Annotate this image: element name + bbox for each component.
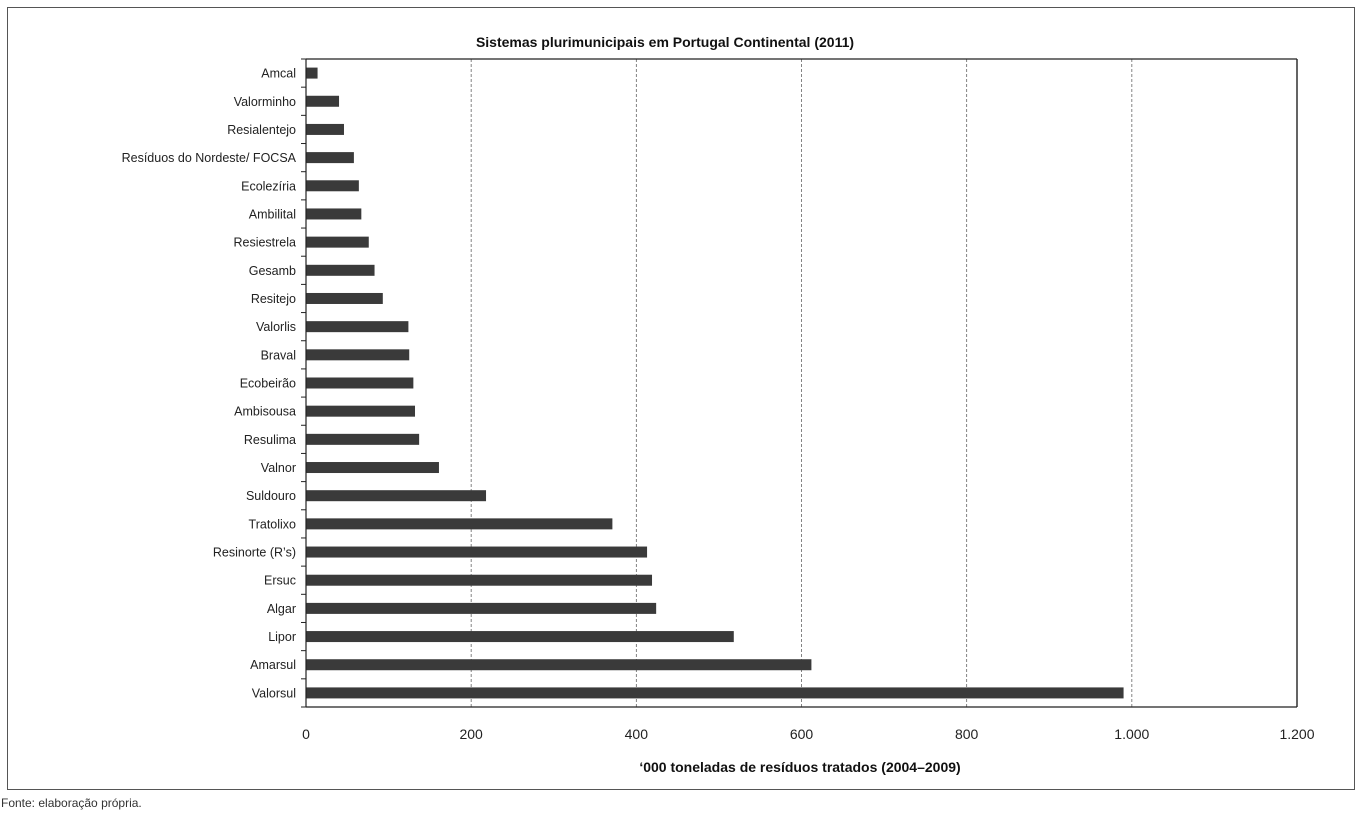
category-label: Algar — [267, 602, 296, 616]
bar-16 — [306, 518, 613, 530]
bar-4 — [306, 180, 359, 192]
category-label: Amcal — [261, 67, 296, 81]
x-tick-label: 1.000 — [1114, 726, 1149, 742]
category-label: Resiestrela — [233, 236, 296, 250]
bar-1 — [306, 95, 340, 107]
bar-9 — [306, 321, 409, 333]
gridlines — [306, 58, 1298, 707]
bar-21 — [306, 659, 812, 671]
category-label: Resíduos do Nordeste/ FOCSA — [122, 151, 297, 165]
category-label: Braval — [261, 348, 296, 362]
bar-2 — [306, 123, 344, 135]
chart-title: Sistemas plurimunicipais em Portugal Con… — [476, 34, 854, 50]
bar-14 — [306, 462, 439, 474]
bar-6 — [306, 236, 369, 248]
category-label: Ambisousa — [234, 405, 296, 419]
category-label: Ersuc — [264, 574, 296, 588]
bar-chart: Sistemas plurimunicipais em Portugal Con… — [122, 34, 1315, 775]
x-tick-label: 0 — [302, 726, 310, 742]
category-label: Resitejo — [251, 292, 296, 306]
category-label: Suldouro — [246, 489, 296, 503]
bar-3 — [306, 152, 354, 164]
bar-13 — [306, 433, 420, 445]
x-tick-labels: 0 200 400 600 800 1.000 1.200 — [302, 726, 1315, 742]
bar-5 — [306, 208, 362, 220]
x-axis-title: ‘000 toneladas de resíduos tratados (200… — [639, 759, 960, 775]
source-note: Fonte: elaboração própria. — [1, 796, 142, 810]
category-label: Valorminho — [234, 95, 296, 109]
category-label: Lipor — [268, 630, 296, 644]
x-tick-label: 400 — [625, 726, 649, 742]
category-label: Ecobeirão — [240, 377, 296, 391]
category-label: Tratolixo — [249, 517, 297, 531]
category-label: Ecolezíria — [241, 179, 296, 193]
bar-19 — [306, 602, 657, 614]
bars — [306, 67, 1124, 699]
category-label: Amarsul — [250, 658, 296, 672]
category-labels: Amcal Valorminho Resialentejo Resíduos do N… — [122, 67, 297, 701]
bar-15 — [306, 490, 487, 502]
category-label: Resulima — [244, 433, 296, 447]
x-tick-label: 800 — [955, 726, 979, 742]
bar-11 — [306, 377, 414, 389]
category-label: Resinorte (R’s) — [213, 546, 296, 560]
bar-22 — [306, 687, 1124, 699]
x-tick-label: 200 — [459, 726, 483, 742]
bar-17 — [306, 546, 648, 558]
chart-frame — [7, 7, 1355, 790]
category-label: Resialentejo — [227, 123, 296, 137]
category-label: Gesamb — [249, 264, 296, 278]
category-label: Valnor — [261, 461, 296, 475]
bar-8 — [306, 292, 383, 304]
bar-20 — [306, 631, 734, 643]
axes — [301, 58, 1297, 708]
bar-0 — [306, 67, 318, 79]
category-label: Ambilital — [249, 207, 296, 221]
category-label: Valorlis — [256, 320, 296, 334]
x-tick-label: 1.200 — [1279, 726, 1314, 742]
category-label: Valorsul — [252, 686, 296, 700]
bar-12 — [306, 405, 416, 417]
x-tick-label: 600 — [790, 726, 814, 742]
bar-10 — [306, 349, 410, 361]
bar-7 — [306, 264, 375, 276]
bar-18 — [306, 574, 653, 586]
